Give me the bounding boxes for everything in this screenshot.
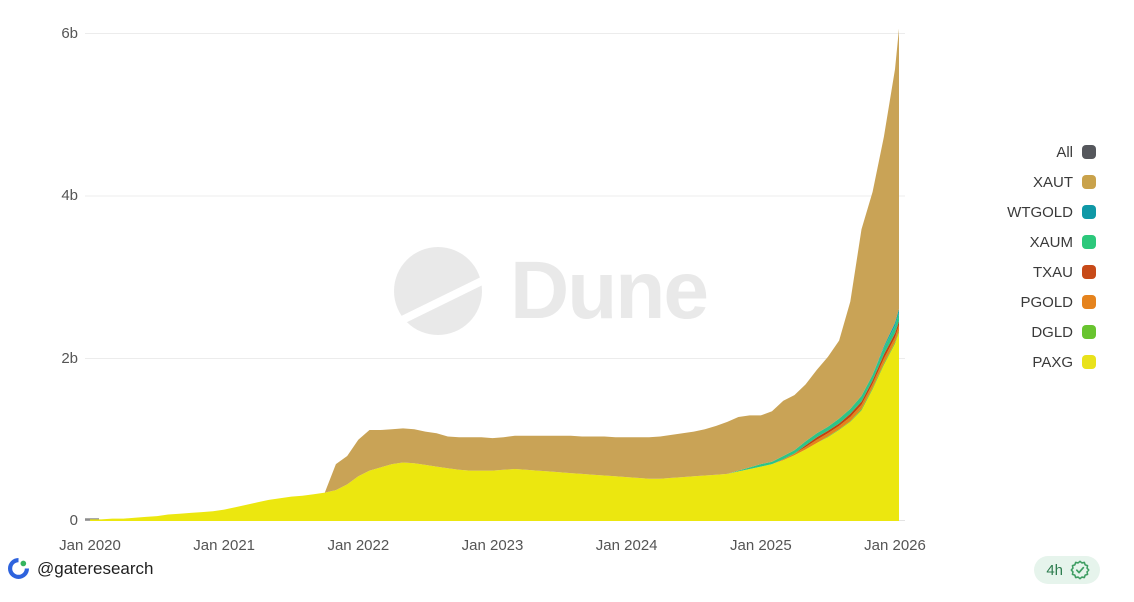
y-tick-4b: 4b xyxy=(61,187,78,204)
freshness-time: 4h xyxy=(1046,561,1063,579)
check-mark xyxy=(1075,566,1085,574)
legend-item-xaum[interactable]: XAUM xyxy=(1007,227,1096,257)
legend-label: PAXG xyxy=(1032,353,1073,371)
legend-swatch xyxy=(1082,175,1096,189)
legend-swatch xyxy=(1082,235,1096,249)
rosette-outline xyxy=(1070,560,1090,580)
legend-swatch xyxy=(1082,205,1096,219)
legend-label: WTGOLD xyxy=(1007,203,1073,221)
legend-item-xaut[interactable]: XAUT xyxy=(1007,167,1096,197)
area-series-PAXG[interactable] xyxy=(90,332,899,522)
author-handle: @gateresearch xyxy=(37,558,154,578)
data-freshness-badge[interactable]: 4h xyxy=(1034,556,1100,584)
area-series-XAUT[interactable] xyxy=(90,28,899,520)
legend-label: XAUT xyxy=(1032,173,1073,191)
x-tick-2025: Jan 2025 xyxy=(729,537,792,554)
legend-item-paxg[interactable]: PAXG xyxy=(1007,347,1096,377)
verified-check-icon xyxy=(1070,560,1090,580)
legend-swatch xyxy=(1082,145,1096,159)
chart-legend: All XAUT WTGOLD XAUM TXAU PGOLD DGLD PAXG xyxy=(1007,137,1096,377)
legend-swatch xyxy=(1082,295,1096,309)
gate-logo-icon xyxy=(8,558,29,579)
x-tick-2021: Jan 2021 xyxy=(193,537,256,554)
x-tick-2023: Jan 2023 xyxy=(461,537,524,554)
dune-watermark: Dune xyxy=(392,244,709,338)
x-tick-2024: Jan 2024 xyxy=(595,537,658,554)
legend-label: XAUM xyxy=(1029,233,1073,251)
x-tick-2022: Jan 2022 xyxy=(327,537,390,554)
attribution: @gateresearch xyxy=(8,558,154,579)
y-tick-0: 0 xyxy=(69,512,78,529)
legend-label: All xyxy=(1056,143,1073,161)
x-tick-2020: Jan 2020 xyxy=(59,537,121,554)
watermark-text: Dune xyxy=(510,245,709,336)
legend-item-pgold[interactable]: PGOLD xyxy=(1007,287,1096,317)
y-tick-6b: 6b xyxy=(61,24,78,42)
dune-logo-icon xyxy=(392,247,484,335)
legend-label: DGLD xyxy=(1031,323,1073,341)
legend-label: TXAU xyxy=(1032,263,1073,281)
legend-swatch xyxy=(1082,355,1096,369)
legend-swatch xyxy=(1082,325,1096,339)
y-tick-2b: 2b xyxy=(61,349,78,367)
legend-item-txau[interactable]: TXAU xyxy=(1007,257,1096,287)
legend-item-wtgold[interactable]: WTGOLD xyxy=(1007,197,1096,227)
x-tick-2026: Jan 2026 xyxy=(864,537,926,554)
legend-item-all[interactable]: All xyxy=(1007,137,1096,167)
legend-item-dgld[interactable]: DGLD xyxy=(1007,317,1096,347)
legend-label: PGOLD xyxy=(1020,293,1073,311)
legend-swatch xyxy=(1082,265,1096,279)
